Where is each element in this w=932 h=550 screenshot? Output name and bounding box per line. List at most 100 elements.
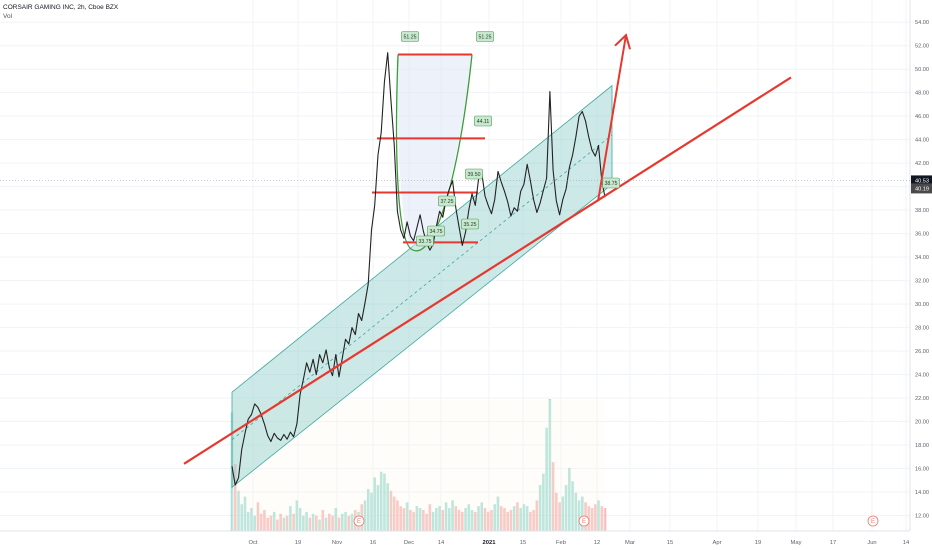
volume-bar xyxy=(574,492,578,531)
volume-bar xyxy=(344,511,347,531)
price-tick-label: 50.00 xyxy=(915,67,929,73)
volume-bar xyxy=(457,509,461,531)
volume-bar xyxy=(370,492,373,531)
time-tick-label: 12 xyxy=(594,540,600,546)
volume-bar xyxy=(285,515,289,531)
volume-bar xyxy=(289,506,292,531)
volume-bar xyxy=(470,509,474,531)
price-label: 33.75 xyxy=(416,235,434,247)
volume-bar xyxy=(428,504,432,531)
price-line xyxy=(231,52,606,486)
price-label: 34.75 xyxy=(427,225,445,237)
volume-bar xyxy=(396,500,399,531)
volume-bar xyxy=(600,506,604,531)
price-tick-label: 14.00 xyxy=(915,490,929,496)
time-tick-label: 15 xyxy=(667,540,673,546)
volume-bar xyxy=(532,509,535,531)
volume-bar xyxy=(246,511,250,531)
price-label-box xyxy=(476,31,494,42)
volume-label[interactable]: Vol xyxy=(3,13,13,20)
price-label: 39.50 xyxy=(465,168,483,180)
volume-bar xyxy=(302,515,305,531)
time-tick-label: 15 xyxy=(520,540,526,546)
volume-bar xyxy=(551,462,555,531)
earnings-marker xyxy=(578,515,590,527)
price-tick-label: 44.00 xyxy=(915,138,929,144)
volume-bar xyxy=(363,500,367,531)
volume-bar xyxy=(308,517,312,531)
cup-fill xyxy=(397,54,472,252)
volume-bar xyxy=(441,509,445,531)
volume-bar xyxy=(292,513,295,531)
volume-bar xyxy=(233,464,237,531)
volume-bar xyxy=(451,500,454,531)
volume-bar xyxy=(460,511,464,531)
last-price-badge xyxy=(911,175,932,186)
volume-bar xyxy=(263,509,266,531)
price-tick-label: 52.00 xyxy=(915,44,929,50)
volume-bar xyxy=(415,506,419,531)
time-tick-label: 14 xyxy=(438,540,445,546)
time-tick-label: Nov xyxy=(332,540,342,546)
volume-bar xyxy=(580,496,584,531)
time-tick-label: 2021 xyxy=(483,540,497,546)
volume-bar xyxy=(568,467,571,531)
volume-bar xyxy=(444,502,448,531)
volume-bar xyxy=(529,511,532,531)
time-tick-label: Feb xyxy=(556,540,566,546)
price-label-text: 34.75 xyxy=(430,229,443,235)
volume-bar xyxy=(305,511,308,531)
volume-bar xyxy=(486,511,490,531)
volume-bar xyxy=(253,515,257,531)
price-tick-label: 26.00 xyxy=(915,349,929,355)
volume-bar xyxy=(512,506,516,531)
grid xyxy=(0,0,910,531)
volume-bar xyxy=(525,506,529,531)
symbol-title[interactable]: CORSAIR GAMING INC, 2h, Cboe BZX xyxy=(3,4,119,11)
volume-bar xyxy=(603,508,607,531)
volume-bar xyxy=(295,500,299,531)
volume-bar xyxy=(496,496,500,531)
volume-bar xyxy=(448,508,451,531)
time-tick-label: 14 xyxy=(903,540,910,546)
time-axis: Oct 19 Nov 16 Dec 14 2021 15 Feb 12 Mar 15 Apr 19 May 1… xyxy=(0,530,910,550)
volume-bar xyxy=(506,511,509,531)
volume-bar xyxy=(340,513,344,531)
trend-line xyxy=(183,76,792,465)
volume-bar xyxy=(425,513,428,531)
volume-bar xyxy=(435,508,438,531)
price-tick-label: 12.00 xyxy=(915,514,929,520)
time-tick-label: Oct xyxy=(248,540,257,546)
crosshair-price-badge xyxy=(911,183,932,194)
volume-bar xyxy=(454,506,458,531)
time-tick-label: May xyxy=(791,540,802,546)
volume-bar xyxy=(240,504,244,531)
volume-bar xyxy=(259,513,263,531)
volume-bar xyxy=(392,496,396,531)
price-label-text: 44.11 xyxy=(477,119,490,125)
volume-bar xyxy=(509,509,513,531)
volume-bar xyxy=(473,511,477,531)
volume-bar xyxy=(499,506,503,531)
price-label: 44.11 xyxy=(474,115,492,127)
time-tick-label: Dec xyxy=(404,540,414,546)
volume-bar xyxy=(386,483,389,531)
time-axis-bg xyxy=(0,531,910,550)
price-label-text: 37.25 xyxy=(441,199,454,205)
price-label-box xyxy=(401,31,419,42)
volume-bar xyxy=(480,502,484,531)
volume-bar xyxy=(383,473,386,531)
price-label-text: 33.75 xyxy=(419,239,432,245)
volume-bar xyxy=(373,477,377,531)
price-tick-label: 16.00 xyxy=(915,467,929,473)
price-tick-label: 30.00 xyxy=(915,302,929,308)
projection-arrow xyxy=(597,33,631,202)
volume-bar xyxy=(409,509,412,531)
volume-bar xyxy=(545,427,548,531)
crosshair-price-text: 40.19 xyxy=(915,187,929,193)
volume-bar xyxy=(350,513,354,531)
time-tick-label: 19 xyxy=(755,540,761,546)
volume-bar xyxy=(593,504,597,531)
